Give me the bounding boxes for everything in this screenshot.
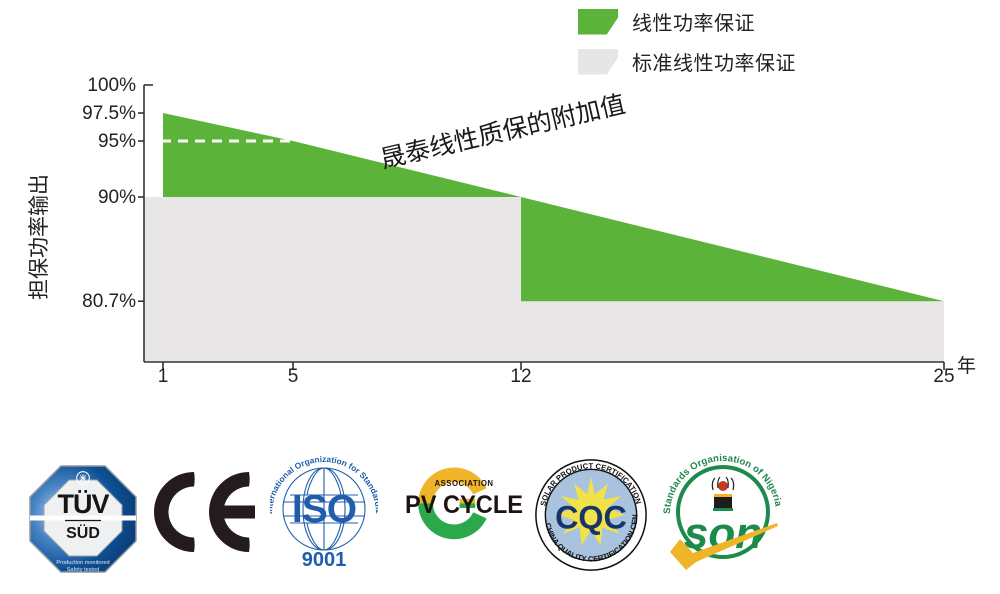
svg-text:ISO: ISO: [292, 488, 356, 531]
svg-text:Production monitored: Production monitored: [56, 560, 109, 566]
svg-text:CQC: CQC: [555, 499, 627, 535]
svg-text:SÜD: SÜD: [66, 523, 100, 542]
svg-text:Safety tested: Safety tested: [67, 567, 100, 573]
svg-text:PV CYCLE: PV CYCLE: [405, 491, 523, 519]
svg-text:ASSOCIATION: ASSOCIATION: [434, 479, 493, 488]
svg-text:TÜV: TÜV: [58, 489, 110, 519]
svg-text:9001: 9001: [302, 549, 347, 569]
